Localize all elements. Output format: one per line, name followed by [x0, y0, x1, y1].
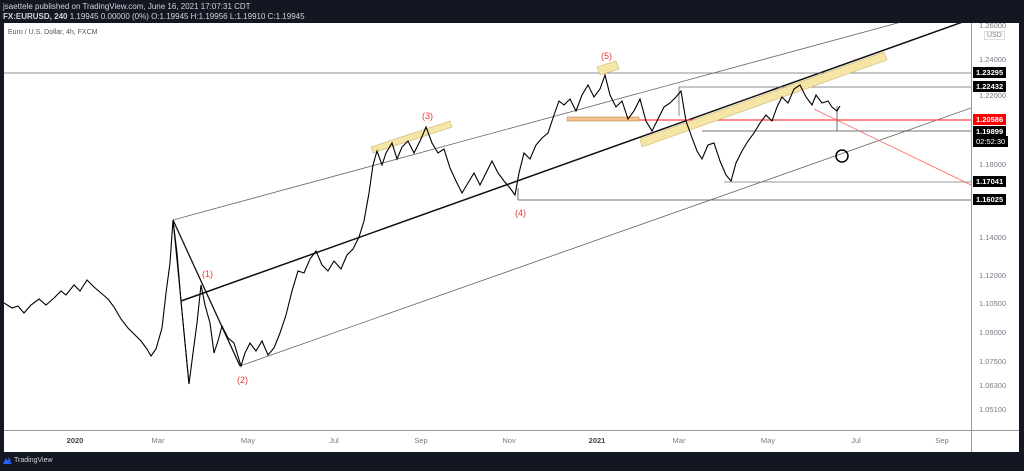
price-label: 1.24000 — [979, 55, 1007, 64]
price-label: 1.09000 — [979, 328, 1007, 337]
time-label: Mar — [672, 436, 686, 445]
price-label: 1.14000 — [979, 233, 1007, 242]
time-label: Sep — [414, 436, 428, 445]
price-label: 1.22000 — [979, 91, 1007, 100]
quote-values: 1.19945 0.00000 (0%) O:1.19945 H:1.19956… — [69, 12, 305, 21]
price-axis[interactable]: 1.26000 USD 1.24000 1.22000 1.18000 1.14… — [971, 21, 1019, 430]
price-badge-1-22432: 1.22432 — [973, 81, 1007, 92]
price-label-top: 1.26000 — [979, 21, 1007, 30]
zone-wave-5 — [596, 60, 620, 76]
channel-upper-line — [172, 23, 899, 221]
price-badge-1-23295: 1.23295 — [973, 67, 1007, 78]
zone-support — [566, 116, 640, 122]
zone-median-retest — [639, 51, 888, 148]
wave-label-1: (1) — [202, 269, 213, 279]
time-label: Nov — [502, 436, 516, 445]
time-label: Jul — [329, 436, 339, 445]
price-badge-1-17041: 1.17041 — [973, 176, 1007, 187]
time-label: 2021 — [588, 436, 606, 445]
time-label: Sep — [935, 436, 949, 445]
footer-brand[interactable]: TradingView — [3, 456, 53, 464]
time-label: Mar — [151, 436, 165, 445]
brand-label: TradingView — [14, 456, 53, 464]
wave-label-5: (5) — [601, 51, 612, 61]
current-price-badge: 1.20586 — [973, 114, 1007, 125]
wave-label-4: (4) — [515, 208, 526, 218]
price-label: 1.06300 — [979, 381, 1007, 390]
chart-legend-title: Euro / U.S. Dollar, 4h, FXCM — [8, 29, 98, 36]
symbol-quote-line: FX:EURUSD, 240 1.19945 0.00000 (0%) O:1.… — [3, 12, 305, 21]
currency-label[interactable]: USD — [984, 31, 1005, 40]
price-label: 1.18000 — [979, 160, 1007, 169]
symbol-label: FX:EURUSD, 240 — [3, 12, 68, 21]
publish-info: jsaettele published on TradingView.com, … — [3, 2, 251, 11]
time-label: 2020 — [66, 436, 84, 445]
bar-countdown: 02:52:30 — [973, 136, 1009, 147]
pitchfork-handle-line — [172, 219, 241, 367]
chart-panel[interactable] — [4, 23, 1018, 451]
price-chart[interactable]: (1) (2) (3) (4) (5) — [4, 23, 971, 430]
time-label: May — [240, 436, 256, 445]
time-label: Jul — [851, 436, 861, 445]
price-badge-1-16025: 1.16025 — [973, 194, 1007, 205]
time-label: May — [760, 436, 776, 445]
price-label: 1.07500 — [979, 357, 1007, 366]
price-series — [4, 73, 841, 385]
price-label: 1.12000 — [979, 271, 1007, 280]
channel-lower-line — [239, 107, 971, 367]
wave-label-2: (2) — [237, 375, 248, 385]
price-badge-1-19899: 1.19899 — [973, 126, 1007, 137]
time-axis[interactable]: 2020 Mar May Jul Sep Nov 2021 Mar May Ju… — [4, 430, 971, 452]
price-label: 1.05100 — [979, 405, 1007, 414]
axis-corner — [971, 430, 1019, 452]
tradingview-logo-icon — [3, 457, 12, 464]
price-label: 1.10500 — [979, 299, 1007, 308]
target-circle — [835, 149, 849, 163]
channel-median-line — [180, 23, 963, 302]
wave-label-3: (3) — [422, 111, 433, 121]
red-projection-line — [813, 108, 971, 186]
